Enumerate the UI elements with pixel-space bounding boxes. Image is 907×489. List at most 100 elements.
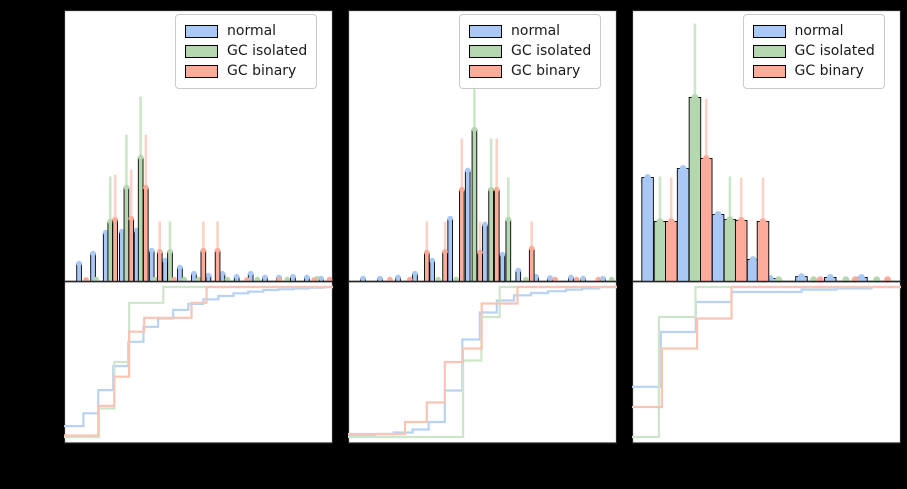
legend-label: normal (511, 23, 561, 39)
hist-bar (488, 189, 494, 282)
cdf-subplot (348, 285, 617, 439)
bar-cap-marker (290, 273, 296, 280)
bar-cap-marker (304, 274, 310, 281)
bar-cap-marker (458, 186, 465, 193)
hist-bar (688, 96, 701, 282)
legend-item-normal: normal (185, 23, 307, 40)
histogram-subplot (640, 23, 891, 283)
legend-swatch-gc_isolated (185, 45, 218, 58)
histogram-subplot (360, 56, 615, 283)
hist-bar (128, 218, 135, 282)
bar-cap-marker (119, 228, 125, 235)
legend-item-gc_isolated: GC isolated (469, 43, 591, 60)
bar-cap-marker (533, 273, 539, 280)
hist-series-gc_isolated (93, 96, 320, 283)
bar-cap-marker (200, 247, 207, 254)
bar-cap-marker (112, 216, 118, 223)
hist-bar (676, 168, 689, 282)
legend-label: GC binary (227, 63, 297, 79)
panel-2: normal GC isolated GC binary (348, 10, 617, 444)
hist-bar (156, 251, 163, 282)
bar-cap-marker (162, 257, 168, 264)
cdf-line-gc_isolated (631, 285, 901, 439)
legend-swatch-normal (185, 25, 218, 38)
legend-swatch-gc_binary (752, 65, 786, 78)
bar-cap-marker (702, 155, 710, 162)
legend-item-gc_isolated: GC isolated (185, 43, 307, 60)
hist-bar (424, 251, 430, 282)
legend: normal GC isolated GC binary (175, 14, 318, 89)
legend: normal GC isolated GC binary (742, 14, 885, 89)
legend-swatch-gc_binary (469, 65, 502, 78)
cdf-subplot (631, 285, 901, 439)
hist-bar (429, 260, 436, 282)
bar-cap-marker (464, 167, 471, 174)
bar-cap-marker (137, 154, 144, 161)
histogram-subplot (76, 96, 333, 283)
bar-cap-marker (759, 218, 766, 225)
bar-cap-marker (233, 273, 240, 280)
bar-cap-marker (412, 270, 418, 277)
hist-bar (482, 224, 488, 282)
legend-swatch-gc_isolated (752, 45, 786, 58)
bar-cap-marker (691, 94, 698, 101)
bar-cap-marker (177, 264, 183, 271)
bar-cap-marker (667, 218, 675, 225)
bar-cap-marker (262, 274, 268, 281)
bar-cap-marker (737, 217, 745, 224)
bar-cap-marker (429, 257, 435, 264)
bar-cap-marker (123, 184, 130, 191)
bar-cap-marker (797, 273, 805, 281)
hist-bar (640, 177, 654, 282)
bar-cap-marker (499, 251, 506, 258)
bar-cap-marker (600, 275, 606, 282)
hist-bar (442, 251, 448, 282)
hist-bar (214, 250, 221, 282)
hist-bar (167, 251, 173, 282)
bar-cap-marker (424, 249, 430, 256)
hist-bar (734, 219, 747, 282)
bar-cap-marker (191, 270, 197, 277)
bar-cap-marker (482, 221, 488, 228)
hist-bar (756, 221, 769, 282)
cdf-line-normal (631, 285, 901, 388)
bar-cap-marker (247, 270, 254, 277)
legend-swatch-normal (469, 25, 502, 38)
hist-bar (471, 129, 478, 282)
bar-cap-marker (442, 248, 448, 255)
bar-cap-marker (580, 275, 586, 282)
hist-bar (664, 221, 678, 282)
hist-bar (102, 232, 109, 282)
cdf-line-normal (64, 285, 333, 428)
hist-series-gc_binary (83, 134, 333, 283)
bar-cap-marker (547, 275, 553, 281)
cdf-line-normal (348, 285, 617, 437)
legend-label: normal (227, 23, 277, 39)
bar-cap-marker (156, 248, 163, 255)
legend-label: GC isolated (511, 43, 592, 59)
bar-cap-marker (749, 256, 756, 263)
panel-1: normal GC isolated GC binary (64, 10, 333, 444)
bar-cap-marker (726, 216, 733, 223)
cdf-line-gc_binary (348, 285, 617, 436)
cdf-subplot (64, 285, 333, 439)
bar-cap-marker (128, 215, 135, 222)
hist-bar (148, 250, 155, 282)
bar-cap-marker (528, 245, 535, 252)
bar-cap-marker (568, 274, 574, 281)
bar-cap-marker (477, 249, 483, 256)
legend-item-normal: normal (469, 23, 591, 40)
legend-swatch-normal (752, 25, 786, 38)
hist-bar (458, 189, 465, 282)
bar-cap-marker (447, 215, 454, 222)
hist-bar (711, 213, 724, 282)
bar-cap-marker (148, 247, 155, 254)
bar-cap-marker (488, 186, 494, 193)
hist-bar (112, 219, 118, 282)
hist-bar (447, 218, 454, 282)
bar-cap-marker (377, 275, 383, 282)
legend-item-gc_binary: GC binary (469, 63, 591, 80)
bar-cap-marker (107, 218, 114, 225)
bar-cap-marker (205, 272, 212, 279)
